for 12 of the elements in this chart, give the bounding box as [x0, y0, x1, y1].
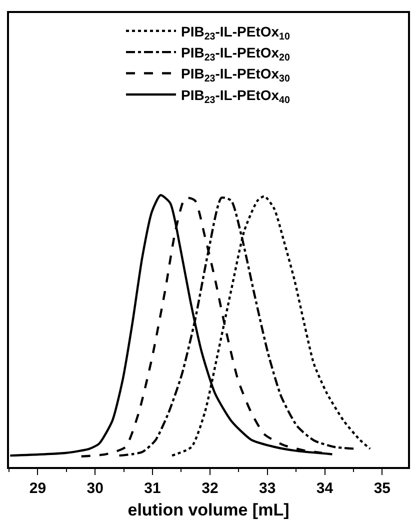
legend-label: PIB$_{23}$-IL-PEtOx$_{40}$	[181, 86, 290, 106]
x-tick-label: 30	[86, 480, 104, 497]
x-tick-label: 31	[144, 480, 161, 497]
legend-label: PIB$_{23}$-IL-PEtOx$_{10}$	[181, 23, 290, 42]
x-tick-label: 35	[374, 480, 391, 497]
x-tick-label: 34	[316, 480, 334, 497]
x-tick-label: 29	[29, 480, 46, 497]
legend-label: PIB$_{23}$-IL-PEtOx$_{30}$	[181, 66, 290, 85]
x-tick-label: 32	[202, 480, 218, 497]
x-tick-label: 33	[259, 480, 276, 497]
legend-label: PIB$_{23}$-IL-PEtOx$_{20}$	[181, 44, 290, 64]
x-axis-title: elution volume [mL]	[128, 500, 290, 520]
